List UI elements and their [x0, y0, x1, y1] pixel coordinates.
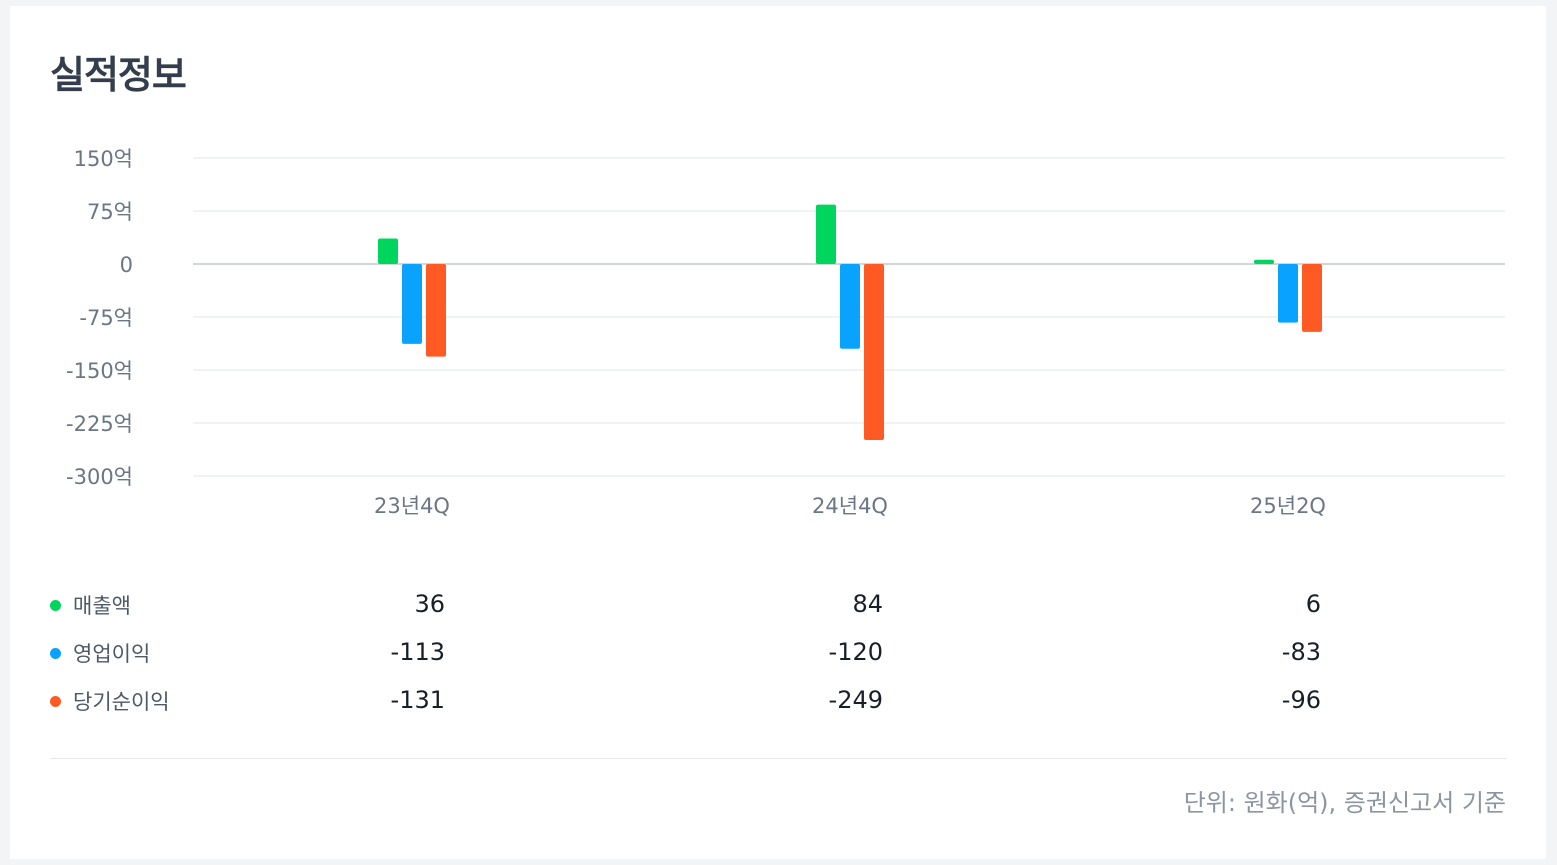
unit-footnote: 단위: 원화(억), 증권신고서 기준	[1183, 789, 1506, 817]
legend-dot	[50, 599, 61, 611]
y-tick-label: 0	[120, 253, 133, 277]
bar-operating[interactable]	[402, 264, 422, 344]
y-tick-label: 150억	[74, 147, 133, 171]
bar-revenue[interactable]	[816, 204, 836, 264]
x-tick-label: 25년2Q	[1250, 494, 1326, 518]
legend-label: 매출액	[73, 594, 131, 618]
value-net: -96	[1281, 686, 1321, 714]
x-tick-label: 24년4Q	[812, 494, 888, 518]
value-operating: -113	[390, 638, 445, 666]
legend-dot	[50, 695, 61, 707]
performance-card: 실적정보 150억 75억 0 -75억 -150억 -225억 -300억 23년4Q 24년…	[10, 6, 1546, 859]
value-operating: -120	[828, 638, 883, 666]
bar-net[interactable]	[1302, 264, 1322, 332]
legend-item-operating: 영업이익	[50, 637, 150, 669]
value-revenue: 36	[414, 590, 445, 618]
legend-item-net: 당기순이익	[50, 685, 170, 717]
y-tick-label: -225억	[66, 412, 133, 436]
performance-chart: 150억 75억 0 -75억 -150억 -225억 -300억 23년4Q 24년4Q 25년…	[66, 147, 1505, 518]
legend-item-revenue: 매출액	[50, 589, 131, 621]
bar-net[interactable]	[426, 264, 446, 357]
y-tick-label: 75억	[87, 200, 133, 224]
y-tick-label: -150억	[66, 359, 133, 383]
value-net: -249	[828, 686, 883, 714]
bar-net[interactable]	[864, 264, 884, 440]
divider	[50, 758, 1506, 759]
bar-operating[interactable]	[840, 264, 860, 349]
value-operating: -83	[1281, 638, 1321, 666]
y-tick-label: -300억	[66, 465, 133, 489]
y-tick-label: -75억	[79, 306, 133, 330]
page-title: 실적정보	[50, 53, 187, 97]
legend-label: 영업이익	[73, 642, 151, 666]
x-tick-label: 23년4Q	[374, 494, 450, 518]
bar-revenue[interactable]	[378, 238, 398, 264]
legend-label: 당기순이익	[73, 690, 170, 714]
legend-dot	[50, 647, 61, 659]
value-revenue: 6	[1305, 590, 1321, 618]
value-revenue: 84	[852, 590, 883, 618]
bar-operating[interactable]	[1278, 264, 1298, 323]
bar-revenue[interactable]	[1254, 259, 1274, 264]
value-net: -131	[390, 686, 445, 714]
